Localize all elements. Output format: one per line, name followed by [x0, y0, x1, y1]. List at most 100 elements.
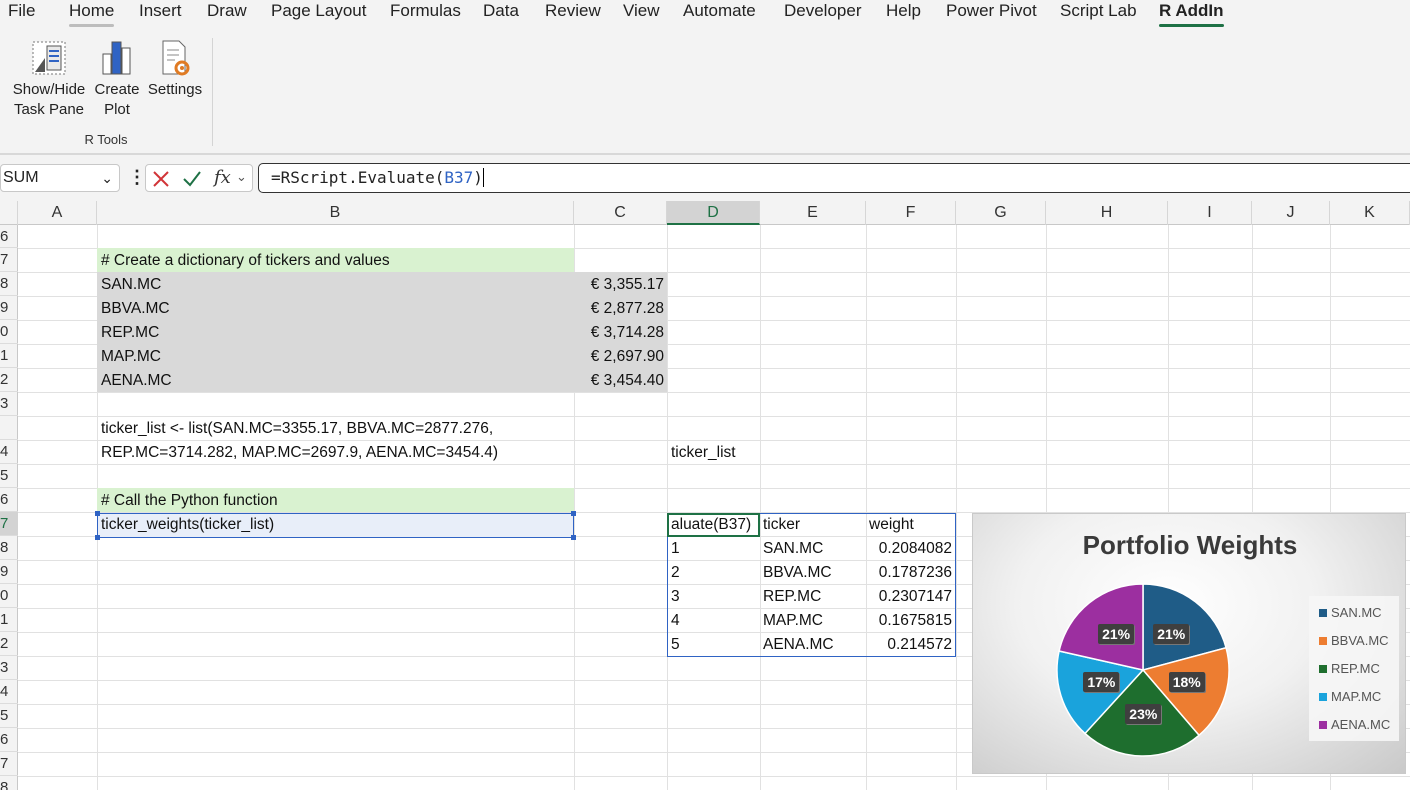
selection-handle[interactable]	[571, 511, 576, 516]
selection-handle[interactable]	[95, 511, 100, 516]
chevron-down-icon[interactable]: ⌄	[101, 170, 113, 186]
formula-input[interactable]: =RScript.Evaluate(B37)	[258, 163, 1410, 193]
row-header[interactable]: 7	[0, 752, 18, 776]
settings-button[interactable]: Settings	[146, 38, 204, 100]
tab-home[interactable]: Home	[69, 0, 115, 30]
cell-b34-line2[interactable]: REP.MC=3714.282, MAP.MC=2697.9, AENA.MC=…	[101, 444, 499, 461]
result-header-cell[interactable]: ticker	[763, 516, 801, 533]
row-header[interactable]: 5	[0, 464, 18, 488]
more-options-icon[interactable]: ⋮	[128, 167, 146, 187]
create-plot-button[interactable]: Create Plot	[93, 38, 141, 120]
cell-b36[interactable]: # Call the Python function	[101, 492, 278, 509]
row-header[interactable]: 2	[0, 368, 18, 392]
row-header[interactable]: 6	[0, 488, 18, 512]
result-header-cell[interactable]: weight	[869, 516, 914, 533]
row-header[interactable]: 8	[0, 776, 18, 790]
name-box[interactable]: SUM ⌄	[0, 164, 120, 192]
selection-handle[interactable]	[95, 535, 100, 540]
show-hide-task-pane-button[interactable]: Show/Hide Task Pane	[10, 38, 88, 120]
cell-b27[interactable]: # Create a dictionary of tickers and val…	[101, 252, 390, 269]
column-header-c[interactable]: C	[574, 201, 667, 225]
result-table-cell[interactable]: 0.214572	[887, 636, 952, 653]
row-header[interactable]: 1	[0, 608, 18, 632]
tab-formulas[interactable]: Formulas	[390, 1, 461, 20]
row-header[interactable]: 4	[0, 440, 18, 464]
insert-function-icon[interactable]: fx	[214, 167, 231, 188]
column-header-i[interactable]: I	[1168, 201, 1252, 225]
pie-slice-map-mc[interactable]	[1056, 650, 1145, 735]
cell-b34-line1[interactable]: ticker_list <- list(SAN.MC=3355.17, BBVA…	[101, 420, 494, 437]
tab-file[interactable]: File	[8, 1, 36, 20]
cell-d34[interactable]: ticker_list	[671, 444, 736, 461]
result-table-cell[interactable]: BBVA.MC	[763, 564, 832, 581]
tab-view[interactable]: View	[623, 1, 660, 20]
row-header[interactable]: 0	[0, 584, 18, 608]
row-header[interactable]: 1	[0, 344, 18, 368]
cell-b31[interactable]: MAP.MC	[101, 348, 162, 365]
row-header[interactable]: 3	[0, 392, 18, 416]
cell-c30[interactable]: € 3,714.28	[590, 324, 664, 341]
select-all-corner[interactable]	[0, 201, 18, 225]
row-header[interactable]: 5	[0, 704, 18, 728]
row-header[interactable]: 7	[0, 512, 18, 536]
column-header-k[interactable]: K	[1330, 201, 1410, 225]
result-table-cell[interactable]: REP.MC	[763, 588, 822, 605]
enter-check-icon[interactable]	[182, 170, 202, 188]
column-header-e[interactable]: E	[760, 201, 866, 225]
tab-r-addin[interactable]: R AddIn	[1159, 0, 1224, 30]
result-table-cell[interactable]: MAP.MC	[763, 612, 824, 629]
fx-chevron-icon[interactable]: ⌄	[236, 169, 247, 184]
cell-c31[interactable]: € 2,697.90	[590, 348, 664, 365]
result-table-cell[interactable]: 0.2084082	[878, 540, 952, 557]
column-header-b[interactable]: B	[97, 201, 574, 225]
column-header-j[interactable]: J	[1252, 201, 1330, 225]
row-header[interactable]: 0	[0, 320, 18, 344]
tab-insert[interactable]: Insert	[139, 1, 182, 20]
tab-script-lab[interactable]: Script Lab	[1060, 1, 1137, 20]
cell-b30[interactable]: REP.MC	[101, 324, 160, 341]
result-table-cell[interactable]: 0.1675815	[878, 612, 952, 629]
row-header[interactable]	[0, 416, 18, 440]
result-header-cell[interactable]: aluate(B37)	[671, 516, 752, 533]
column-header-g[interactable]: G	[956, 201, 1046, 225]
column-header-h[interactable]: H	[1046, 201, 1168, 225]
row-header[interactable]: 4	[0, 680, 18, 704]
result-table-cell[interactable]: SAN.MC	[763, 540, 824, 557]
tab-developer[interactable]: Developer	[784, 1, 862, 20]
column-header-d[interactable]: D	[667, 201, 760, 225]
pie-chart[interactable]: Portfolio Weights SAN.MC BBVA.MC REP.MC MAP…	[972, 513, 1406, 774]
cell-b37-highlight[interactable]	[97, 513, 574, 538]
row-header[interactable]: 3	[0, 656, 18, 680]
tab-page-layout[interactable]: Page Layout	[271, 1, 367, 20]
cell-c32[interactable]: € 3,454.40	[590, 372, 664, 389]
row-header[interactable]: 8	[0, 536, 18, 560]
tab-review[interactable]: Review	[545, 1, 601, 20]
column-header-f[interactable]: F	[866, 201, 956, 225]
row-header[interactable]: 8	[0, 272, 18, 296]
column-header-a[interactable]: A	[18, 201, 97, 225]
tab-data[interactable]: Data	[483, 1, 519, 20]
tab-power-pivot[interactable]: Power Pivot	[946, 1, 1037, 20]
row-header[interactable]: 6	[0, 225, 18, 248]
tab-automate[interactable]: Automate	[683, 1, 756, 20]
cell-b32[interactable]: AENA.MC	[101, 372, 172, 389]
result-table-cell[interactable]: 1	[671, 540, 680, 557]
row-header[interactable]: 9	[0, 296, 18, 320]
cell-c28[interactable]: € 3,355.17	[590, 276, 664, 293]
tab-help[interactable]: Help	[886, 1, 921, 20]
result-table-cell[interactable]: AENA.MC	[763, 636, 834, 653]
cell-c29[interactable]: € 2,877.28	[590, 300, 664, 317]
result-table-cell[interactable]: 5	[671, 636, 680, 653]
row-header[interactable]: 2	[0, 632, 18, 656]
cancel-x-icon[interactable]	[152, 170, 170, 188]
row-header[interactable]: 7	[0, 248, 18, 272]
result-table-cell[interactable]: 3	[671, 588, 680, 605]
selection-handle[interactable]	[571, 535, 576, 540]
row-header[interactable]: 9	[0, 560, 18, 584]
row-header[interactable]: 6	[0, 728, 18, 752]
result-table-cell[interactable]: 0.2307147	[878, 588, 952, 605]
active-cell-d37[interactable]	[667, 513, 760, 537]
result-table-cell[interactable]: 2	[671, 564, 680, 581]
result-table-cell[interactable]: 0.1787236	[878, 564, 952, 581]
